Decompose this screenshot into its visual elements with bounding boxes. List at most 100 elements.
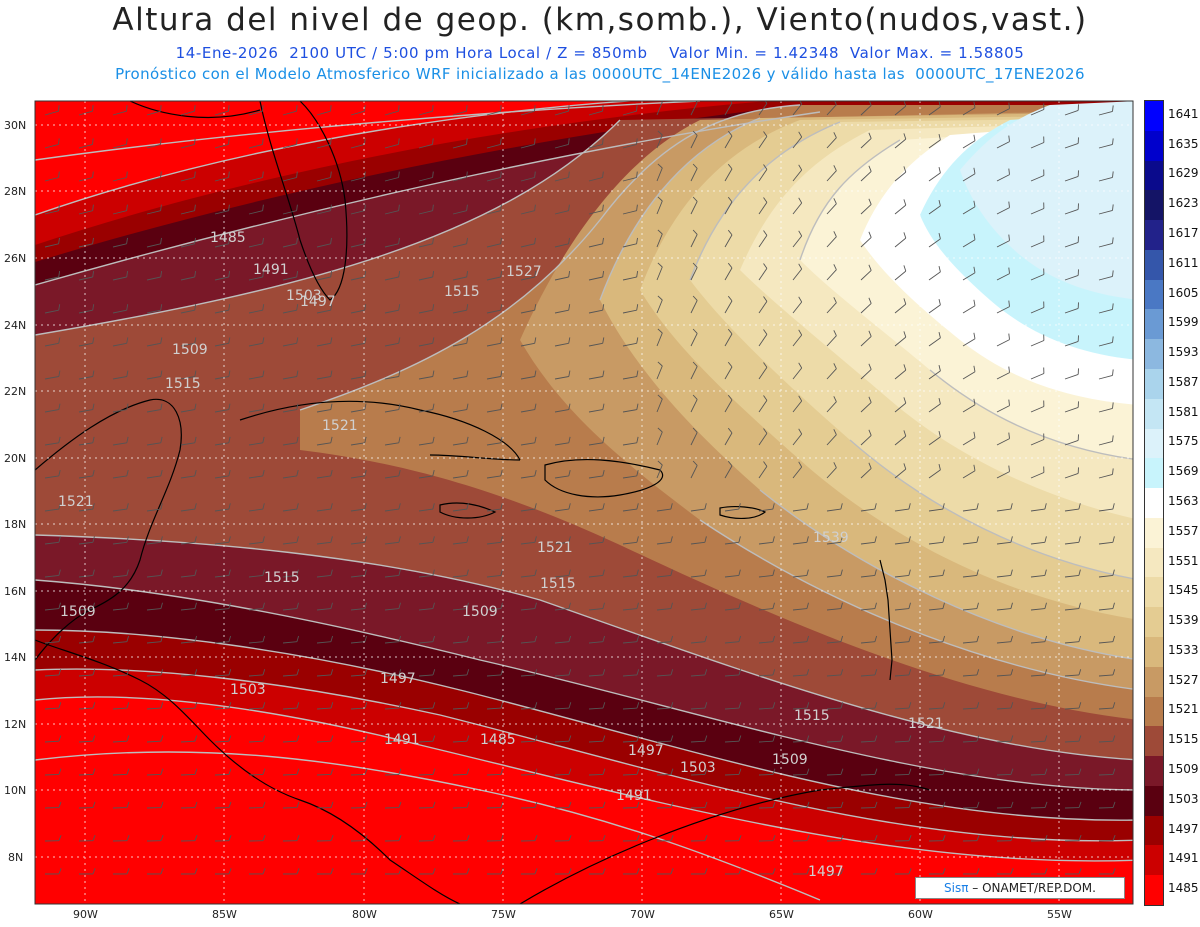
wind-barb-flag — [602, 735, 606, 742]
wind-barb-flag — [398, 801, 402, 808]
wind-barb-flag — [194, 834, 198, 841]
wind-barb — [962, 641, 977, 644]
wind-barb — [656, 674, 672, 677]
wind-barb — [588, 475, 603, 479]
wind-barb — [418, 177, 433, 182]
wind-barb — [248, 475, 263, 479]
wind-barb-flag — [194, 271, 197, 278]
wind-barb-flag — [330, 735, 334, 742]
wind-barb — [384, 541, 399, 545]
wind-barb — [78, 177, 93, 182]
wind-barb — [112, 276, 127, 281]
wind-barb — [928, 469, 941, 479]
wind-barb-flag — [763, 263, 768, 269]
wind-barb — [350, 243, 365, 248]
wind-barb-flag — [364, 237, 366, 244]
wind-barb-flag — [398, 370, 401, 377]
wind-barb-flag — [364, 304, 367, 311]
wind-barb — [384, 210, 399, 215]
wind-barb — [656, 200, 663, 215]
wind-barb-flag — [602, 702, 606, 709]
wind-barb-flag — [568, 834, 572, 841]
wind-barb — [996, 174, 1010, 182]
wind-barb — [826, 335, 837, 347]
lon-label: 55W — [1047, 908, 1072, 921]
wind-barb — [316, 541, 331, 545]
wind-barb — [180, 707, 196, 710]
wind-barb — [622, 740, 638, 743]
wind-barb — [248, 641, 263, 644]
wind-barb-flag — [636, 337, 639, 344]
wind-barb — [554, 773, 570, 776]
wind-barb — [1098, 641, 1113, 644]
wind-barb-flag — [908, 735, 912, 742]
wind-barb-flag — [364, 801, 368, 808]
wind-barb — [1064, 674, 1080, 677]
wind-barb-flag — [738, 768, 742, 775]
wind-barb-flag — [772, 768, 776, 775]
wind-barb — [894, 204, 907, 215]
wind-barb-flag — [692, 130, 698, 136]
wind-barb — [384, 674, 400, 677]
wind-barb — [1064, 641, 1079, 644]
wind-barb — [928, 641, 943, 644]
wind-barb-flag — [534, 403, 537, 410]
wind-barb — [112, 442, 127, 446]
wind-barb — [588, 740, 604, 743]
wind-barb — [1098, 608, 1113, 611]
wind-barb-flag — [833, 429, 837, 435]
wind-barb-flag — [938, 166, 941, 174]
wind-barb-flag — [874, 503, 877, 510]
wind-barb — [792, 541, 807, 545]
wind-barb — [656, 608, 671, 611]
wind-barb — [452, 707, 468, 710]
wind-barb-flag — [534, 602, 537, 609]
wind-barb-flag — [568, 138, 570, 145]
wind-barb-flag — [160, 469, 163, 477]
wind-barb — [690, 267, 698, 281]
wind-barb — [418, 541, 433, 545]
wind-barb-flag — [738, 801, 742, 808]
wind-barb — [180, 641, 195, 644]
wind-barb-flag — [126, 635, 130, 642]
wind-barb-flag — [657, 394, 663, 400]
wind-barb-flag — [160, 801, 164, 808]
wind-barb-flag — [938, 199, 941, 207]
color-legend — [1144, 100, 1164, 906]
lon-label: 85W — [212, 908, 237, 921]
wind-barb — [928, 106, 941, 116]
wind-barb — [44, 508, 59, 512]
wind-barb-flag — [657, 196, 663, 202]
wind-barb-flag — [432, 735, 436, 742]
wind-barb-flag — [1008, 168, 1010, 175]
wind-barb — [350, 210, 365, 215]
wind-barb — [894, 369, 907, 380]
wind-barb-flag — [466, 237, 468, 244]
wind-barb-flag — [228, 304, 231, 311]
wind-barb-flag — [973, 134, 976, 141]
wind-barb-flag — [534, 569, 537, 576]
wind-barb-flag — [738, 602, 741, 609]
contour-label: 1515 — [264, 570, 300, 586]
wind-barb — [1064, 241, 1079, 248]
wind-barb — [112, 309, 127, 314]
wind-barb-flag — [602, 469, 605, 477]
wind-barb-flag — [126, 834, 130, 841]
wind-barb-flag — [763, 428, 768, 434]
wind-barb — [996, 508, 1011, 512]
contour-label: 1503 — [286, 288, 322, 304]
wind-barb — [316, 475, 331, 479]
wind-barb — [452, 442, 467, 446]
wind-barb — [1064, 740, 1080, 743]
wind-barb-flag — [908, 602, 911, 609]
wind-barb-flag — [636, 370, 639, 377]
wind-barb — [792, 235, 803, 248]
wind-barb-flag — [1112, 635, 1116, 642]
wind-barb-flag — [568, 669, 572, 676]
wind-barb — [452, 641, 467, 644]
wind-barb-flag — [398, 536, 401, 543]
wind-barb — [622, 707, 638, 710]
wind-barb — [1098, 407, 1113, 413]
wind-barb-flag — [160, 834, 164, 841]
wind-barb — [146, 376, 161, 380]
